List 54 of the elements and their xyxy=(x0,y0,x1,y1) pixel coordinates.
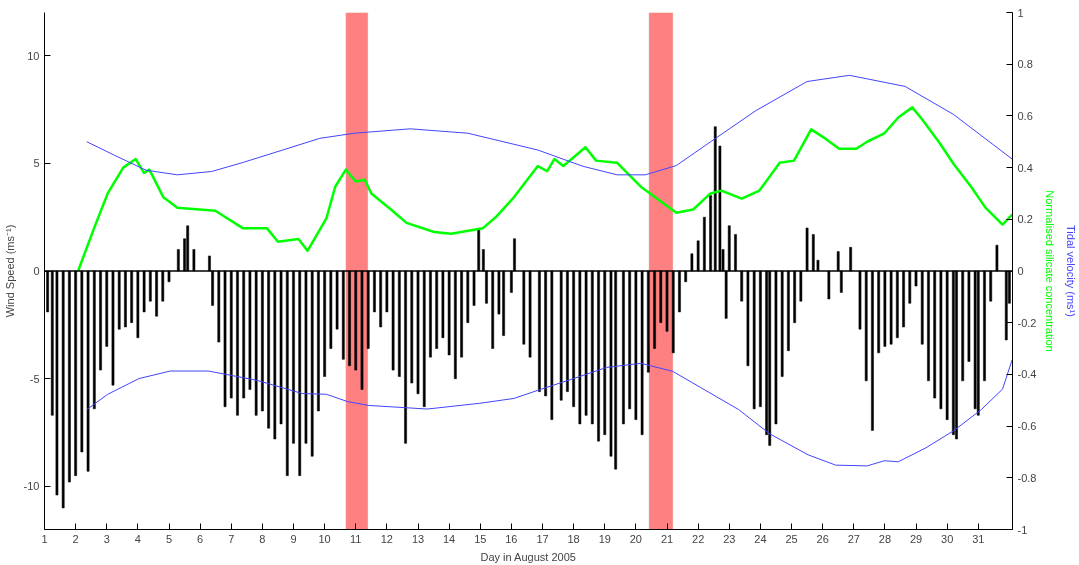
y2-tick-label: -0.6 xyxy=(1017,420,1037,433)
y2-tick-label: 0 xyxy=(1017,265,1024,277)
y2-tick-label: 0.2 xyxy=(1017,213,1033,226)
y2-tick-label: -0.8 xyxy=(1017,471,1037,484)
y2-tick-label: 1 xyxy=(1017,6,1024,19)
x-tick-label: 7 xyxy=(228,532,235,545)
y2-tick-label: -0.4 xyxy=(1017,368,1037,381)
line-series xyxy=(86,74,1013,176)
x-tick-label: 21 xyxy=(660,532,674,545)
x-tick-label: 30 xyxy=(941,532,954,545)
x-tick-label: 19 xyxy=(598,532,611,545)
x-tick-label: 2 xyxy=(72,532,79,545)
y-tick-label: 10 xyxy=(27,49,40,62)
x-tick-label: 9 xyxy=(290,532,297,545)
x-tick-label: 26 xyxy=(816,532,829,545)
x-tick-label: 14 xyxy=(443,532,456,545)
text: Tidal velocity (ms¹) xyxy=(1064,225,1077,317)
y-axis-title: Wind Speed (ms⁻¹) xyxy=(3,224,16,318)
x-tick-label: 22 xyxy=(692,532,705,545)
x-tick-label: 6 xyxy=(197,532,204,545)
x-tick-label: 4 xyxy=(134,532,141,545)
x-tick-label: 11 xyxy=(350,532,362,545)
y2-axis-title: Normalised silicate concentration xyxy=(1044,190,1057,352)
x-tick-label: 20 xyxy=(629,532,643,545)
x-tick-label: 13 xyxy=(411,532,425,545)
x-tick-label: 18 xyxy=(567,532,580,545)
y-tick-label: 5 xyxy=(33,157,40,170)
x-tick-label: 23 xyxy=(723,532,736,545)
x-tick-label: 28 xyxy=(878,532,892,545)
x-tick-label: 12 xyxy=(380,532,394,545)
x-tick-label: 10 xyxy=(318,532,331,545)
x-tick-label: 17 xyxy=(536,532,549,545)
x-tick-label: 27 xyxy=(847,532,860,545)
x-tick-label: 15 xyxy=(474,532,487,545)
x-tick-label: 24 xyxy=(754,532,767,545)
x-tick-label: 1 xyxy=(41,532,48,545)
x-tick-label: 25 xyxy=(785,532,798,545)
x-tick-label: 3 xyxy=(103,532,110,545)
x-tick-label: 8 xyxy=(259,532,266,545)
line-series xyxy=(86,359,1013,467)
y-tick-label: -5 xyxy=(29,372,40,385)
x-tick-label: 31 xyxy=(972,532,985,545)
x-axis-title: Day in August 2005 xyxy=(480,550,576,563)
y2-tick-label: -0.2 xyxy=(1017,316,1037,329)
x-tick-label: 5 xyxy=(165,532,173,545)
y2-tick-label: -1 xyxy=(1017,523,1028,536)
line-series xyxy=(76,106,1013,273)
y2-tick-label: 0.8 xyxy=(1017,58,1033,71)
x-tick-label: 29 xyxy=(909,532,923,545)
y2-tick-label: 0.6 xyxy=(1017,109,1033,122)
y-tick-label: 0 xyxy=(33,265,40,277)
y-tick-label: -10 xyxy=(23,480,40,493)
x-tick-label: 16 xyxy=(505,532,518,545)
y2-tick-label: 0.4 xyxy=(1017,161,1033,174)
